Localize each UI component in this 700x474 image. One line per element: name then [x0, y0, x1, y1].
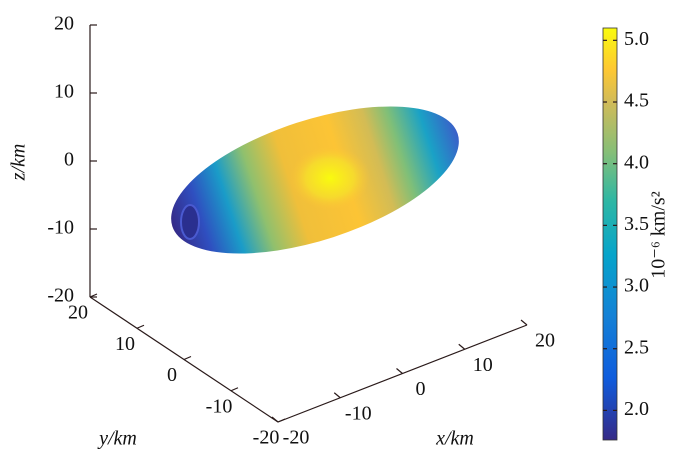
- x-tick-label: -10: [345, 402, 372, 424]
- y-axis-label: y/km: [97, 428, 137, 450]
- x-tick: [333, 392, 341, 399]
- x-tick-label: 20: [535, 330, 555, 352]
- x-tick: [520, 319, 528, 326]
- x-tick-label: -20: [283, 427, 310, 449]
- y-tick: [277, 418, 286, 423]
- y-tick-label: 0: [167, 364, 177, 386]
- y-tick: [183, 355, 192, 361]
- x-tick: [271, 416, 279, 423]
- colorbar-tick-label: 3.5: [624, 213, 649, 235]
- z-tick-label: 20: [54, 13, 74, 35]
- colorbar-tick-label: 3.0: [624, 275, 649, 297]
- x-tick-label: 10: [473, 354, 493, 376]
- x-axis-label: x/km: [435, 428, 474, 450]
- colorbar-tick-label: 4.0: [624, 151, 649, 173]
- y-tick: [230, 387, 239, 392]
- x-tick-label: 0: [416, 378, 426, 400]
- y-tick-label: 10: [115, 333, 135, 355]
- colorbar-tick-label: 4.5: [624, 90, 649, 112]
- y-tick-label: -10: [206, 395, 233, 417]
- surface: [171, 106, 459, 254]
- colorbar-tick-label: 2.5: [624, 336, 649, 358]
- colorbar-tick-label: 5.0: [624, 28, 649, 50]
- x-tick: [458, 343, 466, 350]
- z-tick-label: -20: [47, 285, 74, 307]
- z-tick-label: 0: [64, 149, 74, 171]
- y-tick: [136, 324, 145, 329]
- colorbar-tick-label: 2.0: [624, 398, 649, 420]
- z-tick-label: -10: [47, 217, 74, 239]
- y-tick-label: -20: [253, 427, 280, 449]
- colorbar-label: 10⁻⁶ km/s²: [648, 191, 670, 278]
- z-tick-label: 10: [54, 81, 74, 103]
- y-tick: [89, 293, 98, 298]
- colorbar: [602, 27, 618, 441]
- x-tick: [396, 368, 403, 374]
- z-axis-label: z/km: [8, 144, 30, 182]
- y-tick-label: 20: [68, 302, 88, 324]
